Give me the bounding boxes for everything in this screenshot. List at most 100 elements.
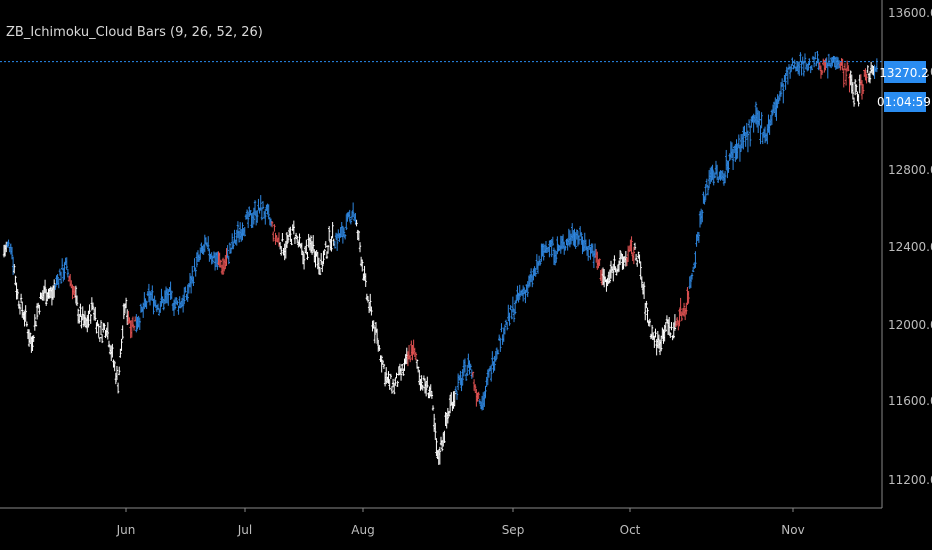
ohlc-bar bbox=[118, 366, 121, 376]
ohlc-bar bbox=[875, 58, 879, 73]
ohlc-bar bbox=[107, 340, 111, 348]
ohlc-bar bbox=[331, 221, 334, 239]
ohlc-bar bbox=[705, 178, 709, 188]
ohlc-bar bbox=[94, 306, 97, 321]
ohlc-bar bbox=[364, 273, 367, 287]
ohlc-bar bbox=[477, 391, 480, 399]
ohlc-bar bbox=[518, 284, 521, 300]
ohlc-bar bbox=[301, 250, 305, 265]
ohlc-bar bbox=[704, 184, 707, 201]
ohlc-bar bbox=[391, 378, 395, 388]
ohlc-bar bbox=[390, 386, 394, 394]
ohlc-bar bbox=[373, 326, 377, 344]
ohlc-bar bbox=[325, 251, 329, 259]
ohlc-bar bbox=[731, 148, 735, 170]
ohlc-bar bbox=[91, 302, 95, 310]
ohlc-bar bbox=[548, 240, 551, 258]
ohlc-bar bbox=[293, 236, 297, 245]
ohlc-bar bbox=[839, 61, 842, 71]
ohlc-bar bbox=[531, 275, 534, 288]
ohlc-bar bbox=[24, 305, 27, 322]
ohlc-bar bbox=[645, 300, 648, 309]
ohlc-bar bbox=[455, 391, 459, 400]
ohlc-bar bbox=[257, 198, 260, 210]
ohlc-bar bbox=[435, 438, 438, 457]
ohlc-bar bbox=[742, 126, 745, 150]
ohlc-bar bbox=[529, 268, 533, 283]
ohlc-bar bbox=[431, 405, 435, 411]
ohlc-bar bbox=[327, 226, 331, 241]
ohlc-bar bbox=[135, 314, 138, 333]
ohlc-bar bbox=[534, 268, 537, 277]
ohlc-bar bbox=[680, 311, 683, 322]
ohlc-bar bbox=[642, 281, 646, 300]
ohlc-bar bbox=[132, 325, 136, 331]
ohlc-bar bbox=[586, 246, 590, 261]
price-tick-label: 11200.0 bbox=[888, 473, 932, 487]
time-tick-label: Jul bbox=[237, 523, 252, 537]
ohlc-bar bbox=[847, 65, 850, 72]
ohlc-bar bbox=[845, 60, 849, 72]
ohlc-bar bbox=[302, 253, 306, 270]
ohlc-bar bbox=[853, 79, 857, 96]
ohlc-bar bbox=[119, 348, 122, 358]
ohlc-bar bbox=[713, 172, 717, 179]
ohlc-bar bbox=[468, 360, 471, 375]
ohlc-bar bbox=[747, 119, 751, 128]
ohlc-bar bbox=[18, 304, 22, 315]
ohlc-bar bbox=[678, 308, 681, 327]
ohlc-bar bbox=[333, 240, 337, 249]
ohlc-bar bbox=[280, 246, 283, 256]
ohlc-bar bbox=[779, 82, 783, 97]
ohlc-bar bbox=[580, 232, 583, 245]
ohlc-bar bbox=[701, 209, 704, 223]
ohlc-bar bbox=[387, 371, 390, 384]
ohlc-bar bbox=[145, 300, 148, 309]
ohlc-bar bbox=[357, 231, 361, 241]
ohlc-bar bbox=[227, 255, 230, 265]
ohlc-bar bbox=[861, 84, 865, 94]
ohlc-bar bbox=[138, 317, 141, 330]
ohlc-bar bbox=[689, 275, 693, 289]
ohlc-bar bbox=[388, 379, 391, 390]
ohlc-bar bbox=[396, 380, 399, 387]
ohlc-bar bbox=[10, 246, 14, 260]
ohlc-bar bbox=[844, 69, 848, 86]
ohlc-bar bbox=[273, 224, 276, 232]
time-axis-ticks[interactable]: Jun Jul Aug Sep Oct Nov bbox=[116, 508, 805, 537]
ohlc-bar bbox=[173, 297, 177, 310]
ohlc-bar bbox=[855, 84, 858, 93]
ohlc-bar bbox=[551, 236, 555, 246]
indicator-title[interactable]: ZB_Ichimoku_Cloud Bars (9, 26, 52, 26) bbox=[6, 25, 263, 40]
ohlc-bar bbox=[111, 343, 114, 358]
ohlc-bar bbox=[241, 222, 244, 241]
ohlc-bar bbox=[89, 314, 92, 324]
ohlc-bar bbox=[232, 241, 235, 250]
ohlc-bar bbox=[613, 255, 616, 270]
ohlc-bar bbox=[687, 290, 690, 304]
ohlc-bar bbox=[673, 314, 677, 331]
ohlc-bar bbox=[176, 300, 179, 306]
ohlc-bar bbox=[358, 242, 362, 253]
ohlc-bar bbox=[430, 391, 434, 399]
ohlc-bar bbox=[195, 252, 199, 268]
last-price-value: 13270.2 bbox=[879, 66, 929, 80]
ohlc-bar bbox=[648, 318, 652, 327]
ohlc-bar bbox=[59, 271, 63, 284]
ohlc-bar bbox=[667, 316, 671, 336]
price-tick-label: 12800.0 bbox=[888, 163, 932, 177]
ohlc-bar bbox=[270, 221, 274, 228]
ohlc-bar bbox=[323, 249, 326, 256]
ohlc-bar bbox=[694, 251, 697, 268]
ohlc-bar bbox=[29, 332, 32, 344]
ohlc-bar bbox=[802, 60, 806, 77]
ohlc-bar bbox=[636, 259, 639, 267]
ohlc-bar bbox=[426, 376, 429, 388]
ohlc-bar bbox=[524, 289, 527, 304]
time-tick-label: Oct bbox=[620, 523, 641, 537]
ohlc-bar bbox=[463, 358, 467, 373]
ohlc-bar bbox=[866, 65, 869, 74]
ohlc-bar bbox=[181, 294, 185, 313]
